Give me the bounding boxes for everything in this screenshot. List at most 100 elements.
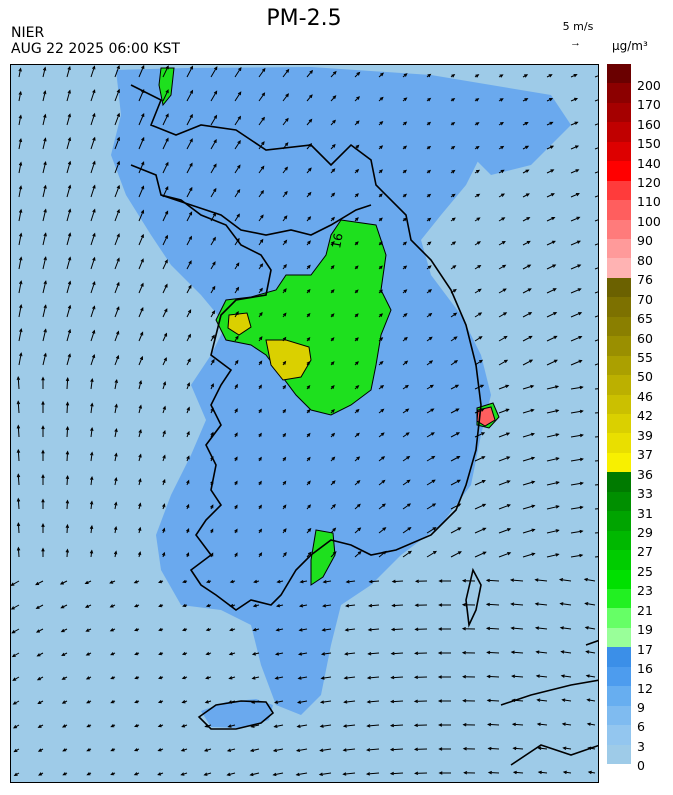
wind-arrow-head (559, 602, 564, 606)
legend-swatch-0 (607, 744, 631, 765)
wind-arrow-head (133, 604, 139, 608)
wind-arrow (511, 627, 524, 630)
wind-arrow-head (205, 603, 210, 608)
wind-arrow (570, 288, 581, 294)
wind-arrow-head (452, 241, 457, 245)
wind-arrow-head (535, 650, 540, 654)
wind-arrow (36, 604, 44, 609)
wind-arrow-head (189, 113, 193, 118)
wind-arrow (282, 142, 289, 150)
wind-arrow-head (331, 240, 335, 245)
wind-arrow-head (476, 193, 481, 198)
wind-arrow-head (237, 115, 242, 120)
wind-arrow-head (560, 674, 565, 678)
wind-arrow-head (85, 676, 90, 680)
wind-arrow-head (235, 335, 239, 340)
wind-arrow (594, 267, 598, 270)
wind-arrow-head (203, 772, 208, 776)
wind-arrow-head (204, 700, 209, 704)
wind-arrow-head (164, 259, 168, 264)
wind-arrow-head (43, 352, 47, 357)
wind-arrow-head (249, 772, 254, 777)
wind-arrow-head (461, 579, 467, 583)
wind-arrow (570, 193, 580, 198)
wind-arrow-head (282, 384, 287, 389)
wind-arrow-head (389, 723, 395, 728)
wind-arrow-head (228, 652, 233, 656)
wind-arrow-head (307, 527, 312, 532)
wind-arrow-head (343, 700, 348, 704)
wind-arrow (586, 675, 596, 678)
wind-arrow-head (188, 211, 193, 216)
wind-arrow-head (573, 74, 578, 78)
wind-arrow (66, 476, 69, 486)
legend-swatch-60 (607, 316, 631, 337)
wind-arrow-head (306, 385, 311, 389)
wind-arrow-head (584, 626, 589, 630)
wind-arrow (450, 503, 461, 510)
wind-arrow (344, 700, 356, 703)
wind-reference-arrow-icon: → (570, 37, 581, 49)
wind-arrow-head (403, 336, 408, 341)
wind-arrow (234, 165, 241, 174)
wind-arrow (114, 429, 117, 438)
wind-arrow-head (427, 145, 432, 150)
wind-arrow (522, 217, 530, 222)
wind-arrow-head (206, 579, 211, 584)
wind-arrow-head (485, 578, 490, 583)
wind-arrow (487, 651, 500, 654)
wind-arrow-head (330, 361, 335, 366)
wind-arrow-head (283, 264, 287, 268)
wind-arrow-head (502, 288, 507, 292)
wind-arrow-head (282, 312, 287, 317)
wind-arrow (42, 91, 46, 102)
wind-arrow (546, 409, 559, 414)
wind-arrow (511, 651, 524, 654)
wind-arrow-head (355, 385, 360, 389)
wind-arrow (546, 359, 558, 366)
wind-arrow-head (114, 427, 118, 433)
wind-arrow-head (561, 698, 566, 702)
legend-swatch-31 (607, 491, 631, 512)
wind-arrow-head (455, 432, 461, 436)
wind-arrow-head (282, 456, 287, 461)
wind-arrow-head (273, 724, 278, 728)
wind-arrow-head (454, 360, 459, 364)
wind-arrow-head (61, 676, 66, 680)
wind-arrow-head (41, 376, 45, 381)
wind-arrow (42, 257, 47, 270)
wind-arrow (11, 580, 20, 586)
wind-arrow-head (451, 169, 456, 174)
wind-arrow (594, 436, 598, 438)
wind-arrow-head (575, 169, 580, 173)
wind-arrow-head (67, 328, 72, 333)
korea-coastline (130, 84, 482, 611)
wind-arrow-head (187, 357, 191, 363)
wind-arrow (594, 315, 598, 318)
wind-arrow-head (19, 280, 23, 285)
wind-arrow (560, 579, 572, 582)
wind-arrow (426, 384, 434, 390)
wind-arrow-head (475, 145, 480, 150)
wind-arrow (402, 479, 410, 486)
legend-swatch-200 (607, 64, 631, 84)
legend-label-9: 9 (637, 699, 645, 715)
wind-arrow-head (164, 283, 168, 288)
wind-arrow-head (307, 264, 311, 269)
wind-arrow (35, 580, 44, 586)
wind-arrow (282, 69, 289, 78)
wind-reference-label: 5 m/s (562, 20, 594, 33)
wind-arrow (535, 603, 548, 606)
wind-arrow-head (211, 334, 215, 339)
wind-arrow-head (477, 264, 482, 269)
wind-arrow (114, 282, 120, 294)
wind-arrow (546, 433, 559, 438)
wind-arrow-head (162, 454, 166, 459)
wind-arrow-head (158, 579, 163, 584)
wind-arrow (250, 748, 260, 752)
wind-arrow (522, 529, 535, 534)
wind-arrow (570, 145, 579, 150)
wind-arrow (138, 356, 143, 366)
wind-arrow-head (562, 770, 567, 775)
wind-arrow-head (164, 234, 168, 239)
